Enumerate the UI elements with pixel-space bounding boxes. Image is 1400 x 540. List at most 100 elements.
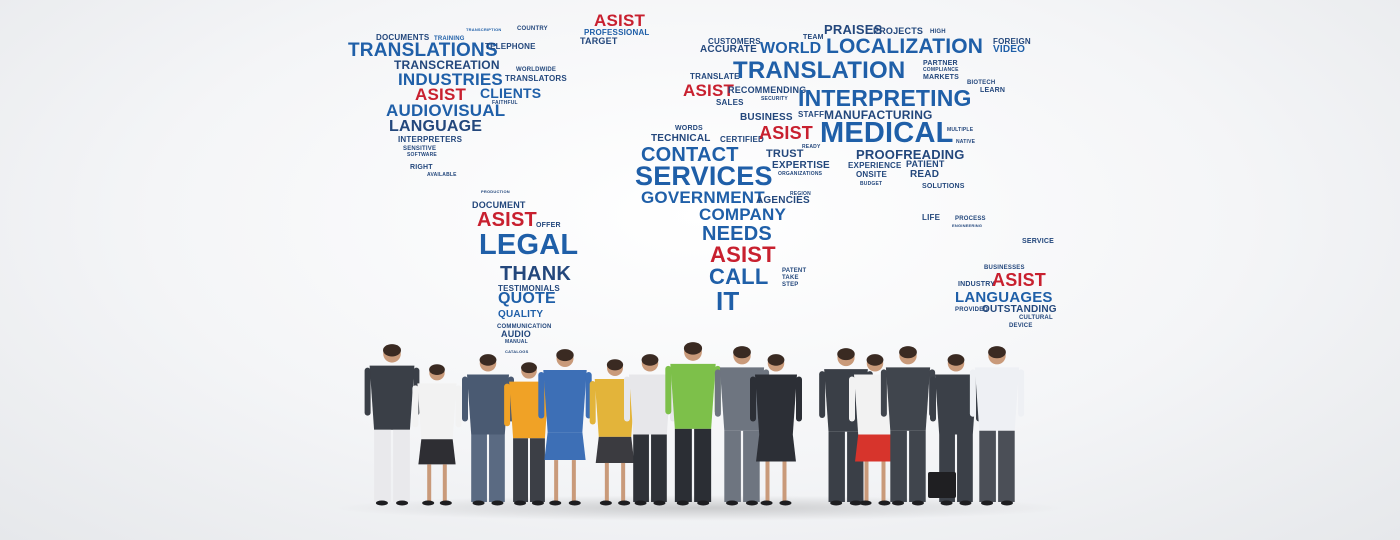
word: TAKE [782, 275, 799, 281]
word: COMMUNICATION [497, 324, 552, 330]
word: SOFTWARE [407, 152, 437, 158]
word: ENGINEERING [952, 223, 983, 228]
word: PROJECTS [873, 26, 924, 36]
word: TRANSCRIPTION [466, 27, 502, 32]
word: PATIENT [906, 159, 945, 169]
person-silhouette [880, 346, 936, 506]
word: LANGUAGES [955, 289, 1053, 306]
word: LEARN [980, 87, 1006, 94]
word: MANUAL [505, 339, 528, 345]
person-silhouette [750, 354, 802, 506]
word: INTERPRETERS [398, 135, 463, 144]
word: TARGET [580, 36, 618, 46]
word: ASIST [477, 209, 537, 231]
word: GOVERNMENT [641, 188, 765, 207]
word: ORGANIZATIONS [778, 171, 823, 177]
word: NEEDS [702, 223, 772, 245]
word: INTERPRETING [798, 85, 972, 111]
word: CLIENTS [480, 85, 542, 101]
word: SECURITY [761, 96, 788, 102]
word: PRAISES [824, 22, 883, 37]
word: COMPLIANCE [923, 67, 959, 73]
word: IT [716, 286, 740, 316]
word: READY [802, 144, 821, 150]
word: DOCUMENTS [376, 33, 430, 42]
word: INDUSTRY [958, 281, 996, 288]
word: HIGH [930, 29, 946, 35]
word: QUALITY [498, 309, 544, 320]
briefcase [928, 472, 956, 498]
word: CULTURAL [1019, 315, 1053, 321]
word: ONSITE [856, 170, 887, 179]
word: CONTACT [641, 144, 739, 166]
word: PROOFREADING [856, 147, 965, 162]
word: CALL [709, 264, 769, 289]
word: FAITHFUL [492, 100, 518, 106]
word: TRUST [766, 148, 804, 160]
word: WORDS [675, 125, 703, 132]
word: STEP [782, 282, 799, 288]
word: MEDICAL [820, 117, 954, 149]
word: SERVICE [1022, 238, 1055, 245]
word: BUSINESS [740, 112, 793, 123]
word: AUDIOVISUAL [386, 101, 506, 120]
word: TESTIMONIALS [498, 284, 560, 293]
word: SOLUTIONS [922, 183, 965, 190]
word: ASIST [992, 270, 1047, 290]
word: TRANSCREATION [394, 58, 500, 72]
word: ASIST [594, 11, 646, 30]
word: MARKETS [923, 74, 960, 81]
word: LOCALIZATION [826, 35, 984, 58]
word: TELEPHONE [485, 42, 536, 51]
word: READ [910, 169, 940, 180]
word: LANGUAGE [389, 118, 483, 135]
person-silhouette [969, 346, 1025, 506]
word: QUOTE [498, 290, 556, 307]
person-silhouette [364, 344, 420, 506]
word: NATIVE [956, 139, 976, 145]
word: EXPERIENCE [848, 161, 902, 170]
word: AGENCIES [756, 195, 810, 206]
word: SERVICES [635, 161, 773, 191]
word: AUDIO [501, 329, 531, 339]
word: MANUFACTURING [824, 108, 933, 122]
word: INDUSTRIES [398, 70, 503, 89]
word: TECHNICAL [651, 133, 711, 144]
word: ASIST [683, 81, 735, 100]
word: LEGAL [479, 229, 579, 261]
word: OUTSTANDING [982, 304, 1057, 315]
word: ACCURATE [700, 44, 757, 55]
word: COUNTRY [517, 26, 548, 32]
word: WORLD [760, 40, 822, 57]
word: REGION [790, 191, 811, 197]
word: TEAM [803, 34, 824, 41]
person-silhouette [412, 364, 462, 506]
word: DOCUMENT [472, 200, 526, 210]
word: PARTNER [923, 60, 958, 67]
word: SENSITIVE [403, 146, 437, 152]
word: AVAILABLE [427, 172, 457, 178]
word: CATALOGS [505, 349, 529, 354]
word: LIFE [922, 213, 941, 222]
word: CERTIFIED [720, 135, 765, 144]
person-silhouette [462, 354, 514, 506]
word: VIDEO [993, 44, 1026, 55]
person-silhouette [665, 342, 721, 506]
word: OFFER [536, 222, 561, 229]
word: WORLDWIDE [516, 67, 557, 73]
word: ASIST [759, 123, 814, 143]
word: BIOTECH [967, 80, 996, 86]
word: BUSINESSES [984, 265, 1025, 271]
word: PROCESS [955, 216, 986, 222]
person-silhouette [538, 349, 592, 506]
word: FOREIGN [993, 37, 1031, 46]
word: DEVICE [1009, 323, 1033, 329]
word: EXPERTISE [772, 160, 830, 171]
word: TRANSLATIONS [348, 40, 498, 61]
word: STAFF [798, 110, 825, 119]
word: SALES [716, 98, 744, 107]
word: THANK [500, 263, 571, 285]
word: PROVIDED [955, 307, 988, 313]
